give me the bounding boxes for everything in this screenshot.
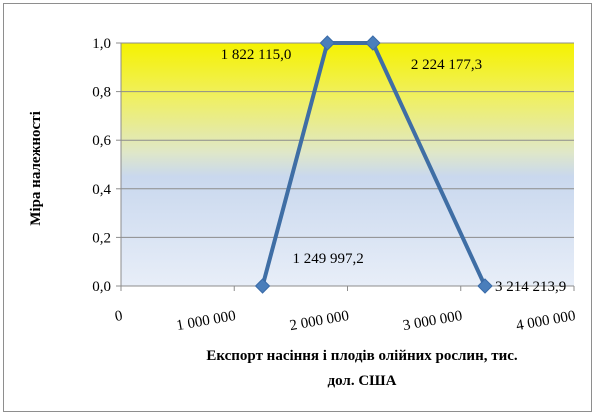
series-layer: [254, 35, 493, 294]
series-line: [260, 41, 487, 287]
y-tick-label: 0,4: [92, 182, 111, 198]
y-tick-label: 0,0: [92, 279, 111, 295]
chart-svg: 1 249 997,2 1 822 115,0 2 224 177,3 3 214 2…: [28, 35, 577, 389]
data-point-marker: [365, 35, 381, 51]
y-tick-label: 1,0: [92, 36, 111, 52]
data-point-marker: [254, 278, 271, 294]
y-axis-title: Міра належності: [28, 111, 44, 225]
y-tick-label: 0,8: [92, 85, 111, 101]
x-tick-label: 0: [114, 308, 124, 325]
data-label: 1 249 997,2: [293, 251, 364, 267]
data-labels: 1 249 997,2 1 822 115,0 2 224 177,3 3 214 2…: [221, 47, 567, 295]
tick-labels: 0,0 0,2 0,4 0,6 0,8 1,0 0 1 000 000 2 000 000 3 0…: [92, 36, 577, 334]
x-axis-title-line-2: дол. США: [328, 373, 397, 389]
x-axis-title-line-1: Експорт насіння і плодів олійних рослин,…: [206, 348, 518, 364]
data-label: 1 822 115,0: [221, 47, 292, 63]
data-label: 2 224 177,3: [411, 57, 482, 73]
data-point-marker: [477, 278, 493, 294]
plot-background: [121, 43, 574, 286]
chart-frame: 1 249 997,2 1 822 115,0 2 224 177,3 3 214 2…: [3, 3, 592, 412]
axes: [116, 42, 575, 291]
x-tick-label: 3 000 000: [402, 308, 464, 334]
x-tick-label: 1 000 000: [175, 308, 237, 334]
data-label: 3 214 213,9: [495, 279, 566, 295]
data-point-marker: [319, 35, 336, 51]
y-tick-label: 0,2: [92, 230, 111, 246]
x-tick-label: 2 000 000: [288, 308, 350, 334]
x-tick-label: 4 000 000: [515, 308, 577, 334]
y-tick-label: 0,6: [92, 133, 111, 149]
